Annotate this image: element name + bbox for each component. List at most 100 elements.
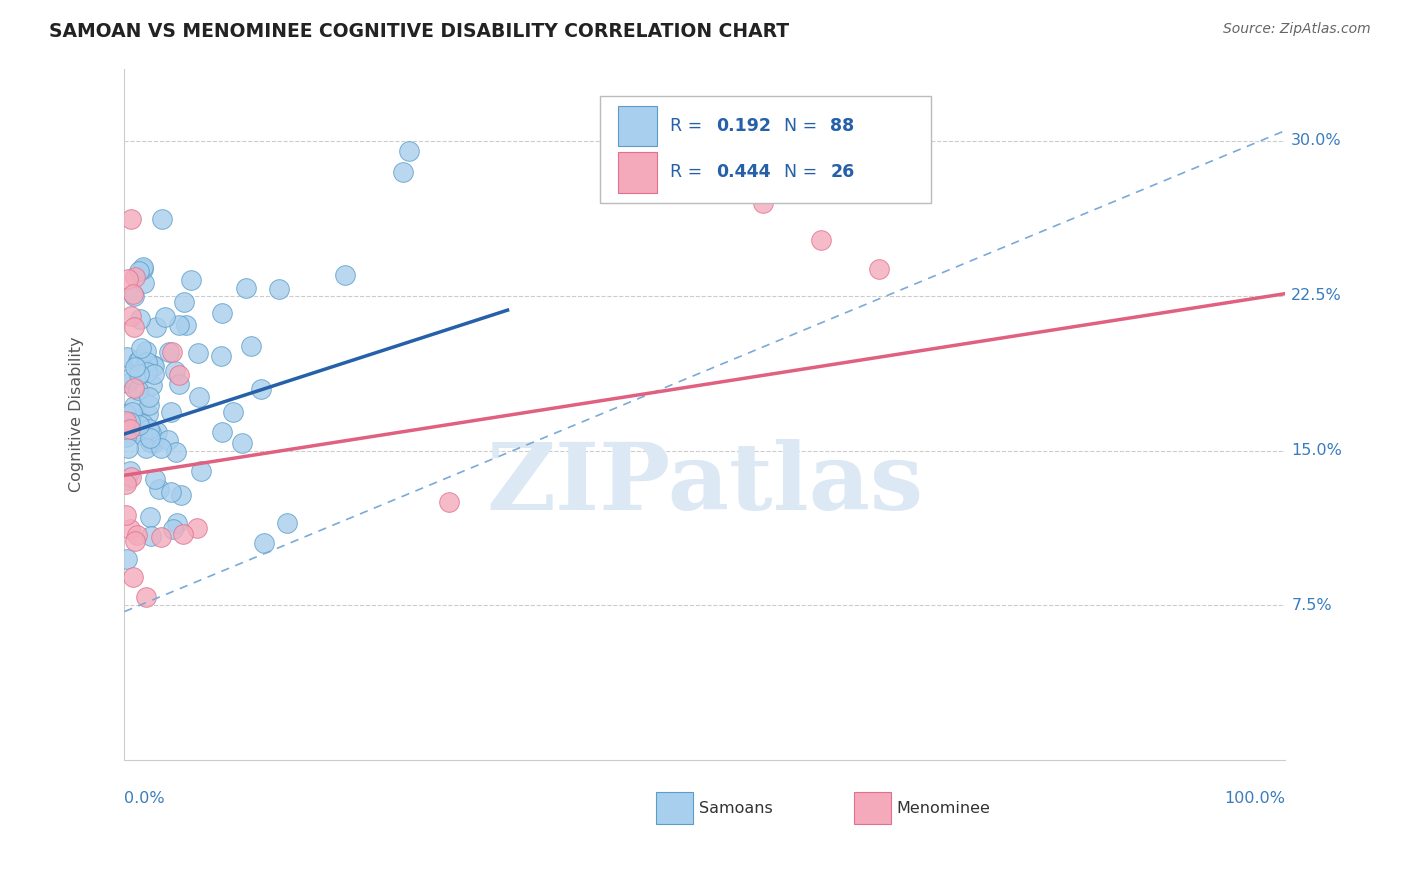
Text: SAMOAN VS MENOMINEE COGNITIVE DISABILITY CORRELATION CHART: SAMOAN VS MENOMINEE COGNITIVE DISABILITY… <box>49 22 789 41</box>
Point <box>211 306 233 320</box>
Point <box>120 464 142 478</box>
FancyBboxPatch shape <box>600 96 931 203</box>
Point <box>117 272 139 286</box>
Point <box>122 319 145 334</box>
Text: R =: R = <box>671 117 707 135</box>
Point <box>132 260 155 274</box>
Point <box>128 368 150 382</box>
Point <box>139 431 162 445</box>
Point <box>249 382 271 396</box>
Point <box>138 422 160 436</box>
Point <box>114 508 136 523</box>
Point <box>125 412 148 426</box>
Point <box>157 345 180 359</box>
Point <box>117 473 139 487</box>
Text: 15.0%: 15.0% <box>1291 443 1343 458</box>
Point <box>868 261 890 276</box>
Point <box>141 529 163 543</box>
Point <box>122 570 145 584</box>
Point <box>143 368 166 382</box>
Point <box>190 464 212 478</box>
Point <box>124 270 146 285</box>
Point <box>752 195 775 210</box>
Point <box>160 484 183 499</box>
Point <box>235 280 257 294</box>
FancyBboxPatch shape <box>853 792 890 824</box>
Point <box>439 495 461 509</box>
Point <box>135 343 157 358</box>
Point <box>131 342 153 356</box>
Point <box>142 358 165 372</box>
Point <box>121 287 143 301</box>
FancyBboxPatch shape <box>617 152 658 193</box>
Point <box>143 359 166 373</box>
Point <box>127 528 149 542</box>
FancyBboxPatch shape <box>657 792 693 824</box>
Point <box>141 435 163 450</box>
Text: 100.0%: 100.0% <box>1225 791 1285 806</box>
Point <box>222 405 245 419</box>
Point <box>160 344 183 359</box>
Point <box>253 536 276 550</box>
Point <box>174 318 197 333</box>
Point <box>139 426 162 441</box>
Point <box>239 339 262 353</box>
Point <box>128 264 150 278</box>
Point <box>132 417 155 431</box>
Point <box>129 311 152 326</box>
Point <box>162 522 184 536</box>
Point <box>114 477 136 491</box>
Point <box>124 425 146 439</box>
Point <box>188 390 211 404</box>
Point <box>169 318 191 332</box>
Point <box>231 435 253 450</box>
Point <box>150 530 173 544</box>
Point <box>132 262 155 277</box>
Point <box>120 522 142 536</box>
Point <box>170 488 193 502</box>
Point <box>165 444 187 458</box>
Point <box>136 365 159 379</box>
Text: R =: R = <box>671 163 707 181</box>
Point <box>163 364 186 378</box>
Point <box>115 414 138 428</box>
Point <box>118 422 141 436</box>
Text: 0.444: 0.444 <box>717 163 770 181</box>
Point <box>145 319 167 334</box>
Point <box>180 273 202 287</box>
Point <box>132 277 155 291</box>
Text: N =: N = <box>785 117 823 135</box>
Point <box>135 355 157 369</box>
Point <box>810 233 832 247</box>
Point <box>138 509 160 524</box>
Point <box>173 294 195 309</box>
Point <box>117 441 139 455</box>
Point <box>122 381 145 395</box>
Point <box>135 590 157 604</box>
Point <box>148 482 170 496</box>
Point <box>211 425 233 440</box>
Point <box>120 212 142 227</box>
Text: 0.0%: 0.0% <box>124 791 165 806</box>
Point <box>141 378 163 392</box>
Point <box>166 516 188 530</box>
Text: 30.0%: 30.0% <box>1291 133 1341 148</box>
Point <box>121 405 143 419</box>
Point <box>114 407 136 421</box>
Point <box>128 417 150 432</box>
Text: Menominee: Menominee <box>897 800 990 815</box>
Point <box>131 428 153 442</box>
Point <box>149 441 172 455</box>
Point <box>124 359 146 374</box>
Point <box>114 430 136 444</box>
Text: 7.5%: 7.5% <box>1291 598 1331 613</box>
Point <box>276 516 298 530</box>
Point <box>155 310 177 324</box>
Point <box>159 405 181 419</box>
Point <box>120 371 142 385</box>
Point <box>115 552 138 566</box>
FancyBboxPatch shape <box>617 105 658 146</box>
Point <box>169 376 191 391</box>
Point <box>145 425 167 439</box>
Text: 26: 26 <box>831 163 855 181</box>
